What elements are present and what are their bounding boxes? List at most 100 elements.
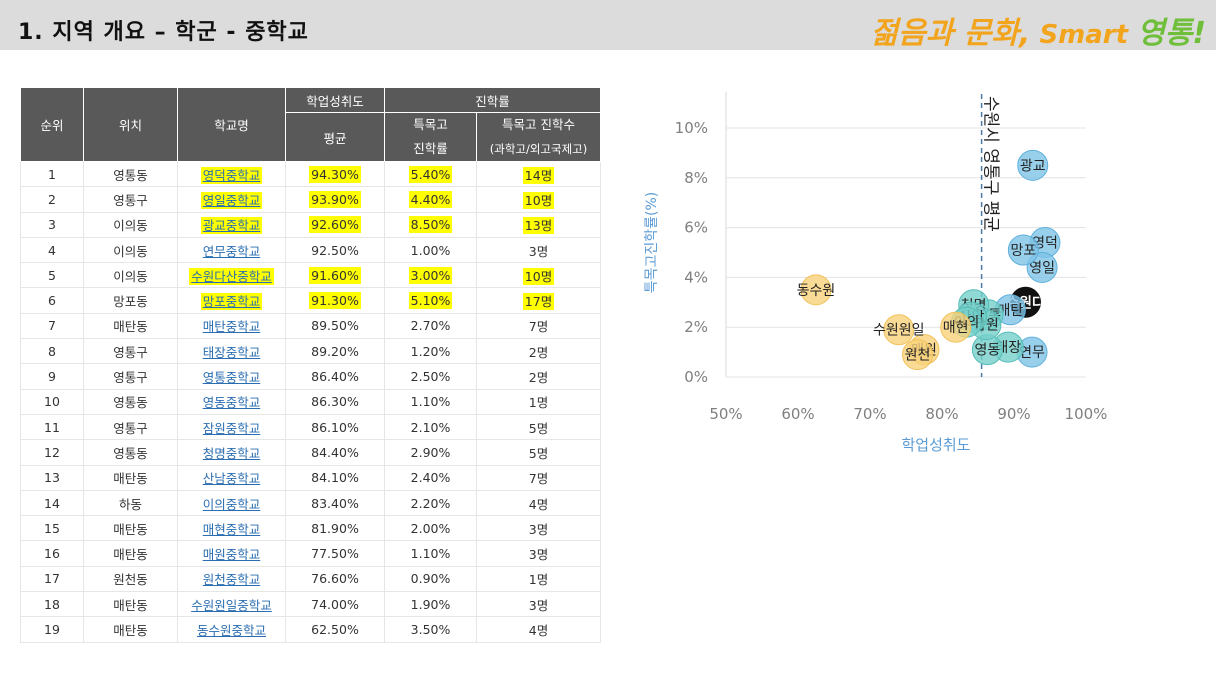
school-link[interactable]: 매원중학교: [202, 547, 261, 563]
cell-location: 영통구: [83, 363, 178, 390]
school-link[interactable]: 매현중학교: [202, 521, 261, 537]
brand-part-4: !: [1192, 16, 1206, 51]
school-link[interactable]: 수원다산중학교: [189, 267, 274, 285]
cell-special-count-text: 1명: [528, 572, 549, 588]
school-link[interactable]: 영동중학교: [202, 395, 261, 411]
cell-location-text: 영통구: [113, 420, 148, 436]
cell-special-rate-text: 2.00%: [410, 520, 451, 536]
cell-school[interactable]: 영통중학교: [177, 363, 286, 390]
cell-school[interactable]: 영일중학교: [177, 186, 286, 213]
x-tick-label: 70%: [853, 405, 886, 423]
cell-school[interactable]: 청명중학교: [177, 439, 286, 466]
school-link[interactable]: 잠원중학교: [202, 420, 261, 436]
data-point-label: 매탄: [998, 303, 1024, 319]
cell-location-text: 영통구: [113, 192, 148, 208]
cell-special-rate: 2.00%: [384, 515, 477, 542]
cell-school[interactable]: 수원다산중학교: [177, 262, 286, 289]
cell-school[interactable]: 망포중학교: [177, 287, 286, 314]
header-special-rate-line2: 진학률: [413, 141, 448, 156]
cell-achievement-avg-text: 77.50%: [311, 546, 359, 562]
cell-location: 매탄동: [83, 515, 178, 542]
cell-special-count-text: 7명: [528, 471, 549, 487]
cell-location: 이의동: [83, 212, 178, 238]
x-tick-label: 100%: [1065, 405, 1108, 423]
cell-school[interactable]: 매현중학교: [177, 515, 286, 542]
cell-special-count: 7명: [476, 465, 602, 491]
cell-location: 매탄동: [83, 591, 178, 618]
cell-school[interactable]: 영동중학교: [177, 389, 286, 415]
school-link[interactable]: 산남중학교: [202, 471, 261, 487]
cell-rank-text: 12: [44, 444, 60, 460]
table-row: 12 영통동 청명중학교 84.40% 2.90% 5명: [20, 439, 602, 466]
school-link[interactable]: 영통중학교: [202, 370, 261, 386]
cell-rank: 1: [20, 161, 84, 188]
school-link[interactable]: 망포중학교: [200, 293, 263, 311]
cell-achievement-avg-text: 62.50%: [311, 621, 359, 637]
school-link[interactable]: 청명중학교: [202, 445, 261, 461]
cell-achievement-avg-text: 86.40%: [311, 369, 359, 385]
cell-achievement-avg: 91.60%: [285, 262, 385, 289]
cell-achievement-avg: 91.30%: [285, 287, 385, 314]
cell-school[interactable]: 태장중학교: [177, 338, 286, 365]
cell-rank-text: 17: [44, 571, 60, 587]
cell-special-rate-text: 1.10%: [410, 546, 451, 562]
cell-special-count-text: 17명: [522, 293, 555, 311]
school-link[interactable]: 이의중학교: [202, 496, 261, 512]
cell-special-count-text: 1명: [528, 395, 549, 411]
school-link[interactable]: 연무중학교: [202, 243, 261, 259]
data-point-label: 영동: [974, 343, 1000, 359]
cell-location-text: 이의동: [113, 268, 148, 284]
data-point: [800, 274, 832, 306]
cell-achievement-avg-text: 93.90%: [309, 190, 361, 208]
cell-school[interactable]: 원천중학교: [177, 566, 286, 593]
cell-school[interactable]: 연무중학교: [177, 237, 286, 264]
cell-rank-text: 6: [48, 293, 56, 309]
school-link[interactable]: 동수원중학교: [196, 622, 266, 638]
cell-rank: 13: [20, 465, 84, 491]
data-point: [1007, 234, 1039, 266]
cell-special-rate: 2.20%: [384, 490, 477, 517]
cell-location: 하동: [83, 490, 178, 517]
y-tick-label: 2%: [684, 318, 708, 336]
school-link[interactable]: 원천중학교: [202, 572, 261, 588]
cell-special-rate: 5.40%: [384, 161, 477, 188]
cell-location: 이의동: [83, 237, 178, 264]
cell-school[interactable]: 매원중학교: [177, 540, 286, 567]
cell-special-count: 17명: [476, 287, 602, 314]
cell-special-count: 4명: [476, 490, 602, 517]
cell-school[interactable]: 영덕중학교: [177, 161, 286, 188]
cell-school[interactable]: 이의중학교: [177, 490, 286, 517]
cell-achievement-avg-text: 91.30%: [309, 292, 361, 310]
cell-special-rate: 0.90%: [384, 566, 477, 593]
cell-special-count: 4명: [476, 616, 602, 643]
cell-school[interactable]: 동수원중학교: [177, 616, 286, 643]
cell-school[interactable]: 수원원일중학교: [177, 591, 286, 618]
school-link[interactable]: 광교중학교: [200, 217, 263, 235]
cell-location: 원천동: [83, 566, 178, 593]
school-link[interactable]: 태장중학교: [202, 344, 261, 360]
cell-location-text: 매탄동: [113, 597, 148, 613]
cell-school[interactable]: 매탄중학교: [177, 313, 286, 340]
cell-special-count: 7명: [476, 313, 602, 340]
school-link[interactable]: 매탄중학교: [202, 319, 261, 335]
y-tick-label: 4%: [684, 268, 708, 286]
cell-location: 영통동: [83, 161, 178, 188]
cell-achievement-avg: 84.40%: [285, 439, 385, 466]
cell-special-rate-text: 1.00%: [410, 242, 451, 258]
cell-special-rate: 3.50%: [384, 616, 477, 643]
cell-special-rate: 1.90%: [384, 591, 477, 618]
cell-special-rate: 2.50%: [384, 363, 477, 390]
cell-special-count: 2명: [476, 363, 602, 390]
cell-school[interactable]: 광교중학교: [177, 212, 286, 238]
cell-location-text: 망포동: [113, 294, 148, 310]
school-link[interactable]: 영덕중학교: [200, 166, 263, 184]
cell-school[interactable]: 잠원중학교: [177, 414, 286, 441]
school-link[interactable]: 수원원일중학교: [191, 597, 272, 613]
cell-special-count-text: 13명: [522, 217, 555, 235]
cell-special-count-text: 10명: [522, 191, 555, 209]
cell-special-count-text: 3명: [528, 521, 549, 537]
school-link[interactable]: 영일중학교: [200, 191, 263, 209]
cell-rank: 16: [20, 540, 84, 567]
cell-school[interactable]: 산남중학교: [177, 465, 286, 491]
cell-special-count-text: 3명: [528, 243, 549, 259]
